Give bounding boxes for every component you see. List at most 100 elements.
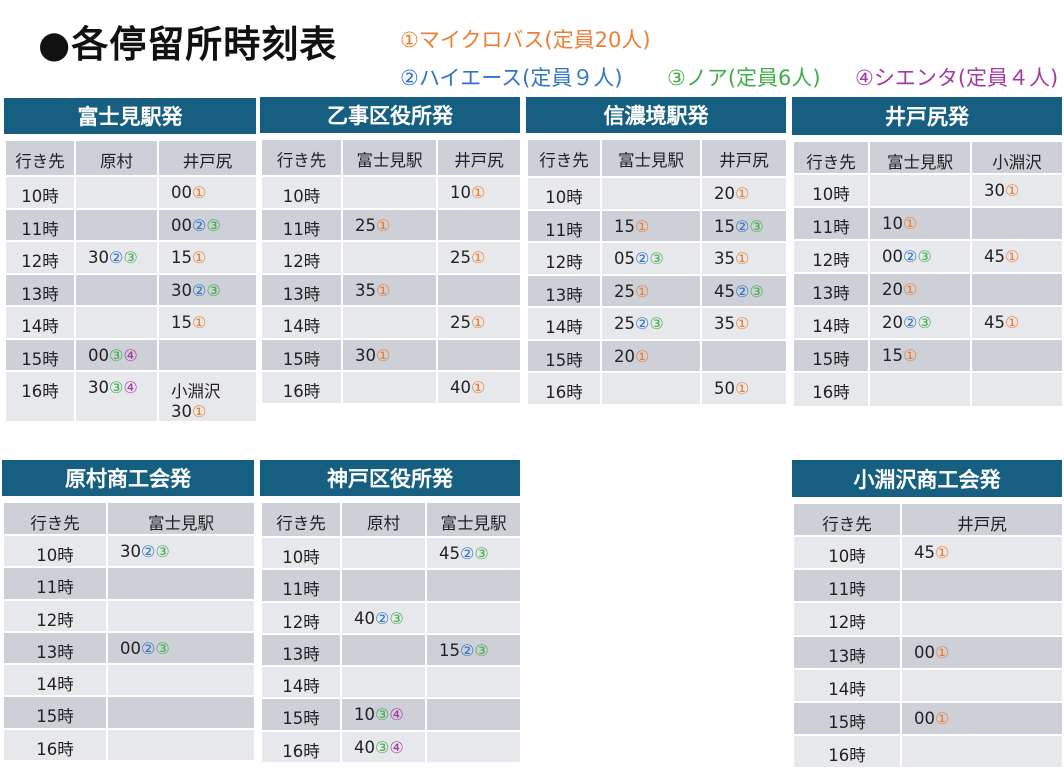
departure-cell: 30③④ xyxy=(74,370,159,423)
hour-cell: 10時 xyxy=(260,175,343,210)
empty-cell xyxy=(340,568,427,603)
timetable: 小淵沢商工会発 行き先 井戸尻 10時 45① 11時 12時 13時 00① 14時 15時 00①… xyxy=(792,460,1064,770)
hour-cell: 15時 xyxy=(792,700,902,737)
vehicle-mark: ① xyxy=(735,379,750,398)
vehicle-mark: ② xyxy=(460,544,475,563)
column-header: 行き先 xyxy=(260,138,343,177)
hour-cell: 10時 xyxy=(792,173,870,208)
departure-minute: 00 xyxy=(171,183,192,202)
departure-cell: 00②③ xyxy=(868,239,972,274)
departure-cell: 40③④ xyxy=(340,729,427,765)
departure-cell: 30① xyxy=(970,173,1064,208)
departure-minute: 50 xyxy=(714,379,735,398)
vehicle-mark: ③ xyxy=(389,608,404,628)
table-row: 16時 40① xyxy=(260,370,522,405)
table-row: 11時 xyxy=(792,568,1064,604)
table-row: 11時 xyxy=(260,568,522,603)
departure-cell: 00① xyxy=(900,634,1064,670)
empty-cell xyxy=(436,272,522,307)
vehicle-mark: ③ xyxy=(474,544,489,563)
empty-cell xyxy=(868,173,972,208)
empty-cell xyxy=(868,371,972,408)
vehicle-mark: ② xyxy=(635,249,650,268)
empty-cell xyxy=(106,727,256,763)
table-row: 15時 10③④ xyxy=(260,697,522,732)
vehicle-mark: ③ xyxy=(123,248,138,267)
departure-minute: 10 xyxy=(354,705,375,725)
timetable-title: 小淵沢商工会発 xyxy=(792,460,1062,497)
empty-cell xyxy=(341,175,438,210)
vehicle-mark: ① xyxy=(935,708,950,728)
vehicle-mark: ③ xyxy=(474,640,489,660)
vehicle-mark: ④ xyxy=(389,705,404,725)
empty-cell xyxy=(74,272,159,307)
vehicle-mark: ① xyxy=(192,183,207,202)
departure-cell: 10① xyxy=(868,206,972,241)
empty-cell xyxy=(900,734,1064,770)
vehicle-mark: ③ xyxy=(749,216,764,236)
empty-cell xyxy=(436,337,522,372)
departure-minute: 15 xyxy=(171,248,192,267)
hour-cell: 16時 xyxy=(260,729,342,765)
vehicle-mark: ② xyxy=(903,313,918,332)
column-header: 原村 xyxy=(340,501,427,538)
departure-minute: 45 xyxy=(984,313,1005,332)
table-row: 15時 00① xyxy=(792,700,1064,737)
departure-minute: 40 xyxy=(354,737,375,757)
column-header: 行き先 xyxy=(792,140,870,175)
empty-cell xyxy=(106,695,256,730)
table-row: 12時 40②③ xyxy=(260,600,522,635)
empty-cell xyxy=(970,272,1064,307)
departure-cell: 15②③ xyxy=(425,632,522,668)
hour-cell: 14時 xyxy=(792,667,902,703)
departure-minute: 25 xyxy=(450,313,471,332)
hour-cell: 15時 xyxy=(526,338,602,373)
vehicle-mark: ③ xyxy=(109,378,124,397)
departure-cell: 00②③ xyxy=(106,630,256,666)
empty-cell xyxy=(341,240,438,275)
table-row: 14時 25②③ 35① xyxy=(526,306,788,341)
departure-minute: 30 xyxy=(88,378,109,397)
vehicle-mark: ① xyxy=(192,402,207,421)
vehicle-mark: ① xyxy=(903,280,918,299)
table-row: 16時 xyxy=(2,727,256,763)
table-row: 13時 25① 45②③ xyxy=(526,273,788,308)
hour-cell: 13時 xyxy=(2,630,108,666)
departure-cell: 15① xyxy=(600,208,702,243)
empty-cell xyxy=(900,568,1064,604)
departure-cell: 35① xyxy=(700,306,788,341)
vehicle-mark: ③ xyxy=(155,542,170,561)
column-header: 行き先 xyxy=(4,139,76,177)
table-row: 11時 xyxy=(2,566,256,601)
vehicle-mark: ① xyxy=(376,280,391,300)
hour-cell: 11時 xyxy=(260,568,342,603)
hour-cell: 16時 xyxy=(260,370,343,405)
table-row: 12時 xyxy=(792,601,1064,637)
vehicle-mark: ③ xyxy=(375,705,390,725)
empty-cell xyxy=(341,370,438,405)
vehicle-mark: ② xyxy=(192,280,207,300)
hour-cell: 14時 xyxy=(526,306,602,341)
departure-cell: 10③④ xyxy=(340,697,427,732)
table-row: 16時 40③④ xyxy=(260,729,522,765)
empty-cell xyxy=(157,337,258,372)
empty-cell xyxy=(970,206,1064,241)
timetable: 富士見駅発 行き先 原村 井戸尻 10時 00① 11時 00②③ 12時 30②③ 15① 13時 3… xyxy=(4,98,258,423)
empty-cell xyxy=(340,535,427,571)
table-row: 13時 35① xyxy=(260,272,522,307)
table-row: 10時 45②③ xyxy=(260,535,522,571)
vehicle-mark: ② xyxy=(903,247,918,266)
column-header: 行き先 xyxy=(2,501,108,536)
hour-cell: 11時 xyxy=(4,207,76,242)
hour-cell: 12時 xyxy=(260,600,342,635)
vehicle-mark: ① xyxy=(903,346,918,365)
departure-cell: 00②③ xyxy=(157,207,258,242)
table-row: 14時 xyxy=(2,663,256,698)
table-row: 13時 00②③ xyxy=(2,630,256,666)
vehicle-mark: ④ xyxy=(123,378,138,397)
departure-cell: 30②③ xyxy=(157,272,258,307)
departure-minute: 20 xyxy=(882,280,903,299)
departure-minute: 35 xyxy=(714,249,735,268)
departure-minute: 30 xyxy=(88,248,109,267)
departure-cell: 25②③ xyxy=(600,306,702,341)
